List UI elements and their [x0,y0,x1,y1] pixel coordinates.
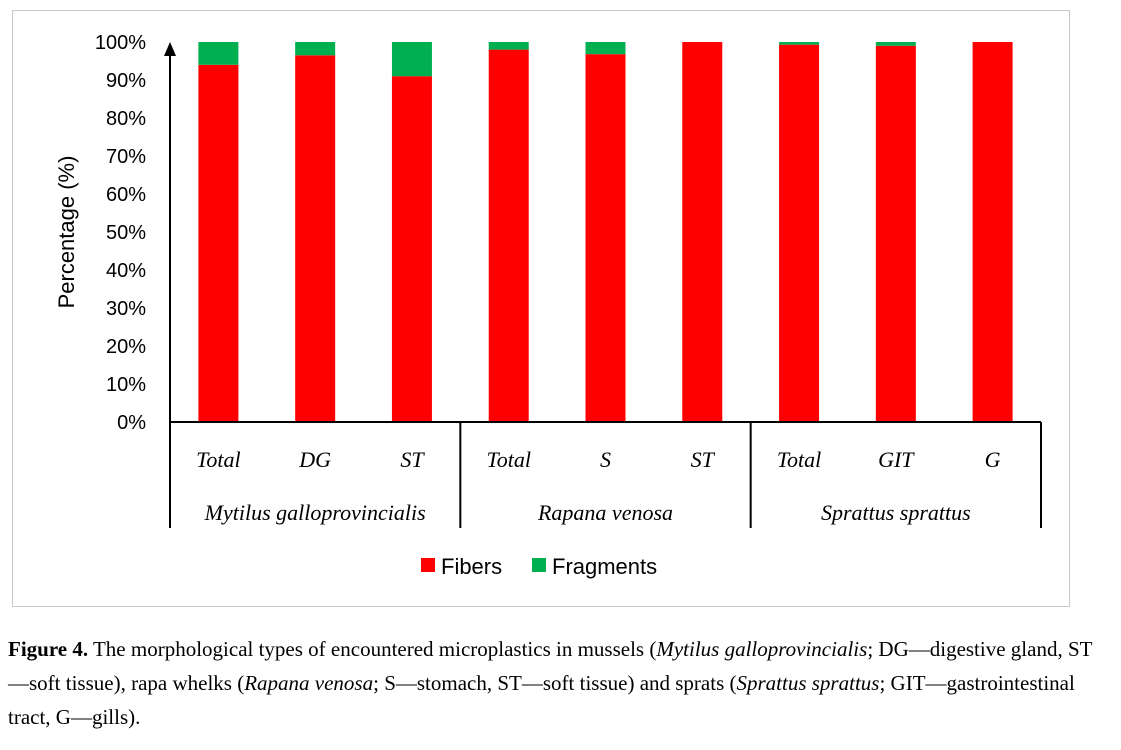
x-category-label: ST [400,447,425,472]
bars-layer [198,42,1013,423]
x-axis: Total DG ST Total S ST Total GIT G Mytilus gallop… [169,421,1042,528]
legend-swatch-fibers [421,558,435,572]
caption-species-name: Rapana venosa [244,671,374,695]
caption-text-segment: The morphological types of encountered m… [88,637,657,661]
bar-fragments-3 [391,42,432,77]
y-axis: 0% 10% 20% 30% 40% 50% 60% 70% 80% 90% 100% [95,32,176,434]
bar-fibers-7 [779,44,820,422]
caption-species-name: Sprattus sprattus [736,671,880,695]
bar-fibers-2 [295,55,336,423]
y-tick-label: 10% [106,374,146,396]
bar-fibers-6 [682,42,723,422]
legend-swatch-fragments [532,558,546,572]
x-category-label: GIT [878,447,915,472]
bar-fibers-1 [198,64,239,423]
y-tick-label: 20% [106,336,146,358]
x-category-label: Total [196,447,240,472]
x-category-label: G [985,447,1001,472]
bar-fragments-5 [585,42,626,55]
caption-label: Figure 4. [8,637,89,661]
stacked-bar-chart: 0% 10% 20% 30% 40% 50% 60% 70% 80% 90% 100% Total D… [54,32,1042,579]
caption-text-segment: ; DG—digestive gland, ST—soft tissue), r… [8,637,1093,695]
legend-label-fragments: Fragments [552,554,657,579]
x-category-label: S [600,447,611,472]
caption-text: The morphological types of encountered m… [8,637,1092,729]
bar-fragments-2 [295,42,336,56]
bar-fibers-8 [875,45,916,423]
bar-fragments-4 [488,42,529,50]
legend-label-fibers: Fibers [441,554,502,579]
y-axis-label: Percentage (%) [54,156,79,309]
bar-fragments-1 [198,42,239,65]
y-axis-arrow [164,42,176,56]
x-group-label: Sprattus sprattus [821,500,971,525]
y-tick-label: 100% [95,32,146,54]
figure-frame [12,10,1070,607]
bar-fragments-7 [779,42,820,45]
figure-caption: Figure 4. The morphological types of enc… [8,632,1108,734]
y-tick-label: 70% [106,146,146,168]
caption-species-name: Mytilus galloprovincialis [656,637,868,661]
x-group-label: Rapana venosa [537,500,673,525]
x-category-label: Total [486,447,530,472]
y-tick-label: 60% [106,184,146,206]
caption-text-segment: ; GIT—gastrointestinal tract, G—gills). [8,671,1075,729]
x-category-label: ST [691,447,716,472]
x-category-label: Total [777,447,821,472]
y-tick-label: 0% [117,412,146,434]
y-tick-label: 50% [106,222,146,244]
caption-text-segment: ; S—stomach, ST—soft tissue) and sprats … [373,671,737,695]
y-tick-label: 30% [106,298,146,320]
y-tick-label: 40% [106,260,146,282]
legend: Fibers Fragments [421,554,657,579]
bar-fibers-4 [488,49,529,422]
bar-fibers-5 [585,54,626,422]
x-group-label: Mytilus galloprovincialis [204,500,426,525]
bar-fibers-3 [391,76,432,422]
y-tick-label: 90% [106,70,146,92]
bar-fibers-9 [972,42,1013,422]
x-category-label: DG [298,447,331,472]
y-tick-label: 80% [106,108,146,130]
bar-fragments-8 [875,42,916,46]
